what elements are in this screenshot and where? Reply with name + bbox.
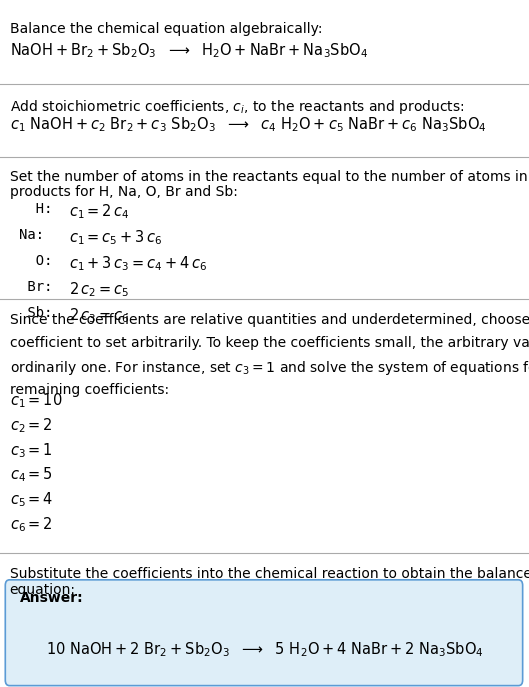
- Text: $c_1 = 2\,c_4$: $c_1 = 2\,c_4$: [69, 202, 130, 221]
- Text: Balance the chemical equation algebraically:: Balance the chemical equation algebraica…: [10, 22, 322, 36]
- Text: H:: H:: [19, 202, 52, 216]
- Text: $c_2 = 2$: $c_2 = 2$: [10, 416, 52, 435]
- Text: O:: O:: [19, 254, 52, 268]
- Text: $\mathrm{NaOH + Br_2 + Sb_2O_3 \ \ \longrightarrow \ \ H_2O + NaBr + Na_3SbO_4}$: $\mathrm{NaOH + Br_2 + Sb_2O_3 \ \ \long…: [10, 41, 368, 60]
- Text: Br:: Br:: [19, 280, 52, 294]
- Text: $c_1 = c_5 + 3\,c_6$: $c_1 = c_5 + 3\,c_6$: [69, 228, 162, 247]
- Text: $c_5 = 4$: $c_5 = 4$: [10, 491, 53, 509]
- Text: equation:: equation:: [10, 583, 76, 597]
- Text: ordinarily one. For instance, set $c_3 = 1$ and solve the system of equations fo: ordinarily one. For instance, set $c_3 =…: [10, 359, 529, 377]
- Text: $c_6 = 2$: $c_6 = 2$: [10, 515, 52, 534]
- Text: products for H, Na, O, Br and Sb:: products for H, Na, O, Br and Sb:: [10, 185, 238, 199]
- Text: $c_1\ \mathrm{NaOH} + c_2\ \mathrm{Br_2} + c_3\ \mathrm{Sb_2O_3}\ \ \longrightar: $c_1\ \mathrm{NaOH} + c_2\ \mathrm{Br_2}…: [10, 115, 486, 134]
- Text: Sb:: Sb:: [19, 306, 52, 320]
- Text: $2\,c_2 = c_5$: $2\,c_2 = c_5$: [69, 280, 129, 299]
- Text: Substitute the coefficients into the chemical reaction to obtain the balanced: Substitute the coefficients into the che…: [10, 567, 529, 581]
- Text: Since the coefficients are relative quantities and underdetermined, choose a: Since the coefficients are relative quan…: [10, 313, 529, 326]
- Text: Answer:: Answer:: [20, 591, 84, 605]
- Text: $c_1 + 3\,c_3 = c_4 + 4\,c_6$: $c_1 + 3\,c_3 = c_4 + 4\,c_6$: [69, 254, 207, 273]
- Text: remaining coefficients:: remaining coefficients:: [10, 383, 169, 396]
- Text: coefficient to set arbitrarily. To keep the coefficients small, the arbitrary va: coefficient to set arbitrarily. To keep …: [10, 336, 529, 350]
- Text: $2\,c_3 = c_6$: $2\,c_3 = c_6$: [69, 306, 129, 325]
- Text: $c_4 = 5$: $c_4 = 5$: [10, 466, 52, 484]
- FancyBboxPatch shape: [5, 580, 523, 686]
- Text: $c_1 = 10$: $c_1 = 10$: [10, 392, 62, 410]
- Text: Set the number of atoms in the reactants equal to the number of atoms in the: Set the number of atoms in the reactants…: [10, 170, 529, 184]
- Text: Add stoichiometric coefficients, $c_i$, to the reactants and products:: Add stoichiometric coefficients, $c_i$, …: [10, 98, 464, 115]
- Text: Na:: Na:: [19, 228, 43, 242]
- Text: $c_3 = 1$: $c_3 = 1$: [10, 441, 52, 460]
- Text: $10\ \mathrm{NaOH} + 2\ \mathrm{Br_2} + \mathrm{Sb_2O_3}\ \ \longrightarrow\ \ 5: $10\ \mathrm{NaOH} + 2\ \mathrm{Br_2} + …: [45, 640, 484, 659]
